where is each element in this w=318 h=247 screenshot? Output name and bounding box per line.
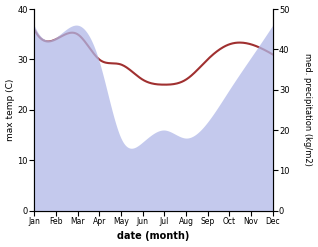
X-axis label: date (month): date (month) [117,231,190,242]
Y-axis label: med. precipitation (kg/m2): med. precipitation (kg/m2) [303,53,313,166]
Y-axis label: max temp (C): max temp (C) [5,79,15,141]
